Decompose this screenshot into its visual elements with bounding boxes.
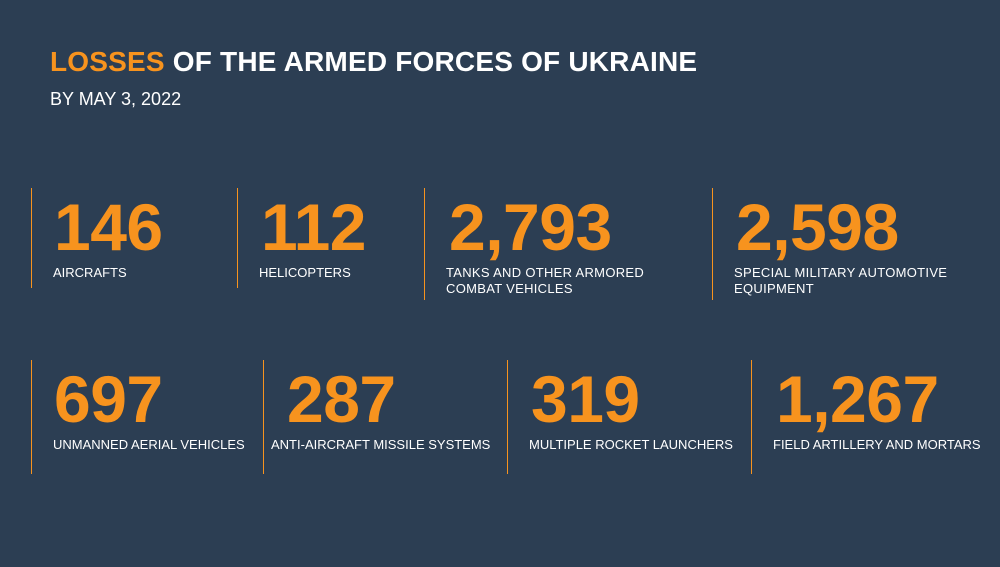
stat-label: HELICOPTERS: [259, 265, 351, 280]
stat-value: 287: [287, 362, 396, 436]
stat-value: 697: [54, 362, 163, 436]
stat-label: TANKS AND OTHER ARMORED COMBAT VEHICLES: [446, 265, 645, 296]
stat-tanks: 2,793 TANKS AND OTHER ARMORED COMBAT VEH…: [424, 188, 711, 300]
stat-value: 319: [531, 362, 640, 436]
stat-aircrafts: 146 AIRCRAFTS: [31, 188, 236, 288]
stat-anti-aircraft: 287 ANTI-AIRCRAFT MISSILE SYSTEMS: [263, 360, 506, 474]
title-accent: LOSSES: [50, 46, 165, 77]
stat-rocket-launchers: 319 MULTIPLE ROCKET LAUNCHERS: [507, 360, 750, 474]
stat-helicopters: 112 HELICOPTERS: [237, 188, 423, 288]
stat-value: 146: [54, 190, 163, 264]
stat-label: UNMANNED AERIAL VEHICLES: [53, 437, 245, 452]
stat-value: 1,267: [776, 362, 939, 436]
page-subtitle: BY MAY 3, 2022: [50, 89, 182, 109]
page-title: LOSSES OF THE ARMED FORCES OF UKRAINE: [50, 46, 697, 78]
stat-uav: 697 UNMANNED AERIAL VEHICLES: [31, 360, 262, 474]
stat-field-artillery: 1,267 FIELD ARTILLERY AND MORTARS: [751, 360, 996, 474]
stat-label: ANTI-AIRCRAFT MISSILE SYSTEMS: [271, 437, 491, 452]
stat-automotive-equipment: 2,598 SPECIAL MILITARY AUTOMOTIVE EQUIPM…: [712, 188, 992, 300]
stat-label: AIRCRAFTS: [53, 265, 127, 280]
stat-value: 2,598: [736, 190, 899, 264]
stat-label: MULTIPLE ROCKET LAUNCHERS: [529, 437, 733, 452]
stat-label: SPECIAL MILITARY AUTOMOTIVE EQUIPMENT: [734, 265, 948, 296]
stat-value: 112: [261, 190, 366, 264]
stat-value: 2,793: [449, 190, 612, 264]
title-rest: OF THE ARMED FORCES OF UKRAINE: [164, 46, 698, 77]
stat-label: FIELD ARTILLERY AND MORTARS: [773, 437, 981, 452]
